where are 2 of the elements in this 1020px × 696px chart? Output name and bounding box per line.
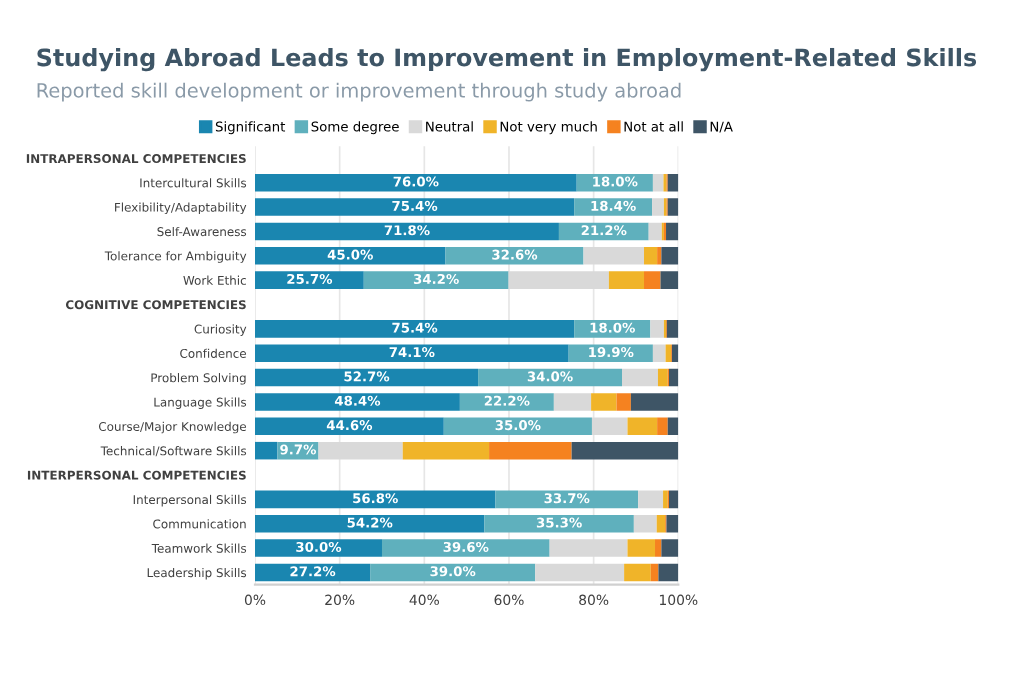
chart-title: Studying Abroad Leads to Improvement in Employment-Related Skills [37,47,977,72]
chart-subtitle: Reported skill development or improvement through study abroad [37,82,681,102]
